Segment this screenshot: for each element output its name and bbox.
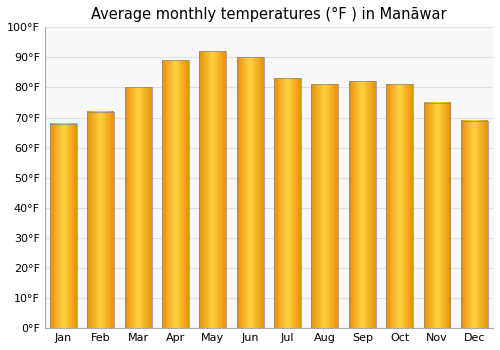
Bar <box>424 103 450 328</box>
Bar <box>236 57 264 328</box>
Bar <box>50 124 77 328</box>
Bar <box>386 84 413 328</box>
Bar <box>88 112 114 328</box>
Bar <box>312 84 338 328</box>
Bar <box>461 120 488 328</box>
Bar <box>274 78 301 328</box>
Bar <box>349 82 376 328</box>
Bar <box>124 88 152 328</box>
Bar <box>200 51 226 328</box>
Bar <box>162 61 189 328</box>
Title: Average monthly temperatures (°F ) in Manāwar: Average monthly temperatures (°F ) in Ma… <box>91 7 447 22</box>
